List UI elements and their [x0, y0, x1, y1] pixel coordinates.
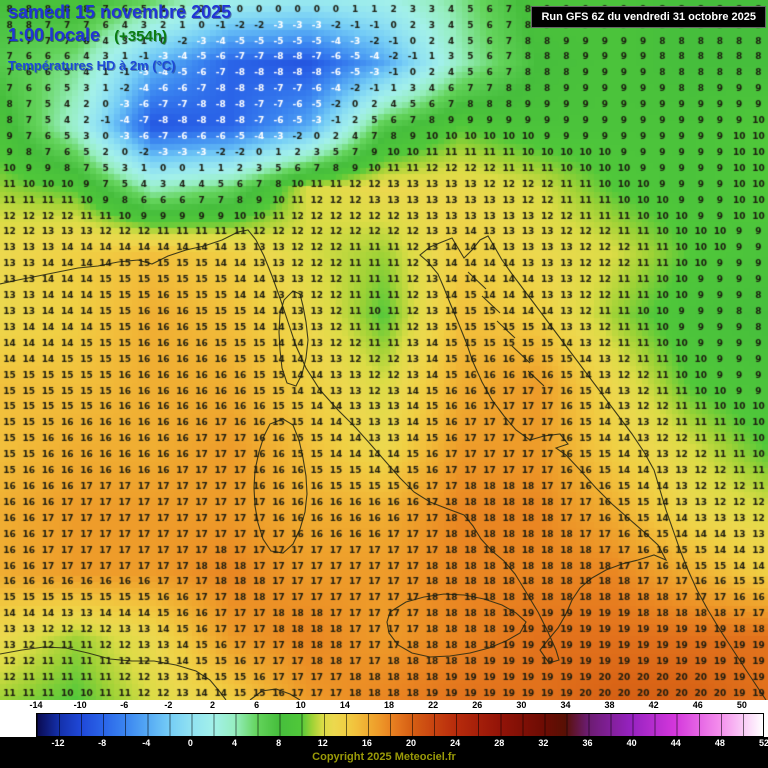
- legend-label: -12: [51, 738, 65, 748]
- temperature-legend: -14 -10 -6 -2 2 6 10 14 18 22 26 30 34 38 42 46 50 -12 -8…: [0, 700, 768, 768]
- legend-label: 8: [276, 738, 282, 748]
- valid-date-text: samedi 15 novembre 2025: [8, 2, 232, 22]
- legend-label: 34: [560, 700, 571, 710]
- legend-label: 18: [383, 700, 394, 710]
- legend-label: -4: [142, 738, 151, 748]
- legend-footer-strip: -12 -8 -4 0 4 8 12 16 20 24 28 32 36 40 44 48 52 Copyrig…: [0, 737, 768, 768]
- legend-label: 50: [736, 700, 747, 710]
- legend-label: 48: [714, 738, 725, 748]
- legend-label: 24: [450, 738, 461, 748]
- model-run-box: Run GFS 6Z du vendredi 31 octobre 2025: [531, 6, 766, 28]
- valid-time-row: 1:00 locale (+354h): [8, 25, 231, 46]
- legend-label: 40: [626, 738, 637, 748]
- legend-label: 52: [758, 738, 768, 748]
- copyright-text: Copyright 2025 Meteociel.fr: [312, 751, 456, 763]
- legend-label: 0: [187, 738, 193, 748]
- legend-bottom-labels: -12 -8 -4 0 4 8 12 16 20 24 28 32 36 40 44 48 52: [36, 738, 768, 750]
- legend-label: 16: [361, 738, 372, 748]
- legend-label: -2: [164, 700, 173, 710]
- legend-label: 6: [254, 700, 260, 710]
- legend-label: 20: [406, 738, 417, 748]
- legend-label: -8: [98, 738, 107, 748]
- variable-label: Températures HD à 2m (°C): [8, 58, 176, 74]
- legend-color-bar: [36, 713, 764, 737]
- legend-label: 44: [670, 738, 681, 748]
- legend-label: 32: [538, 738, 549, 748]
- legend-label: -14: [29, 700, 43, 710]
- legend-label: 38: [604, 700, 615, 710]
- legend-label: 14: [339, 700, 350, 710]
- legend-label: 4: [232, 738, 238, 748]
- temperature-values-canvas: [0, 0, 768, 700]
- legend-label: 42: [648, 700, 659, 710]
- legend-label: 26: [472, 700, 483, 710]
- weather-map: samedi 15 novembre 2025 1:00 locale (+354…: [0, 0, 768, 700]
- legend-label: 46: [692, 700, 703, 710]
- legend-label: -10: [73, 700, 87, 710]
- map-header: samedi 15 novembre 2025 1:00 locale (+354…: [8, 2, 231, 74]
- valid-time-text: 1:00 locale: [8, 24, 101, 45]
- legend-label: 22: [428, 700, 439, 710]
- legend-label: 36: [582, 738, 593, 748]
- legend-label: 10: [295, 700, 306, 710]
- legend-top-labels: -14 -10 -6 -2 2 6 10 14 18 22 26 30 34 38 42 46 50: [29, 700, 764, 713]
- legend-label: 30: [516, 700, 527, 710]
- legend-label: -6: [120, 700, 129, 710]
- legend-label: 2: [209, 700, 215, 710]
- legend-label: 12: [317, 738, 328, 748]
- legend-tick-marks: [37, 714, 763, 736]
- forecast-offset-badge: (+354h): [114, 27, 168, 45]
- legend-label: 28: [494, 738, 505, 748]
